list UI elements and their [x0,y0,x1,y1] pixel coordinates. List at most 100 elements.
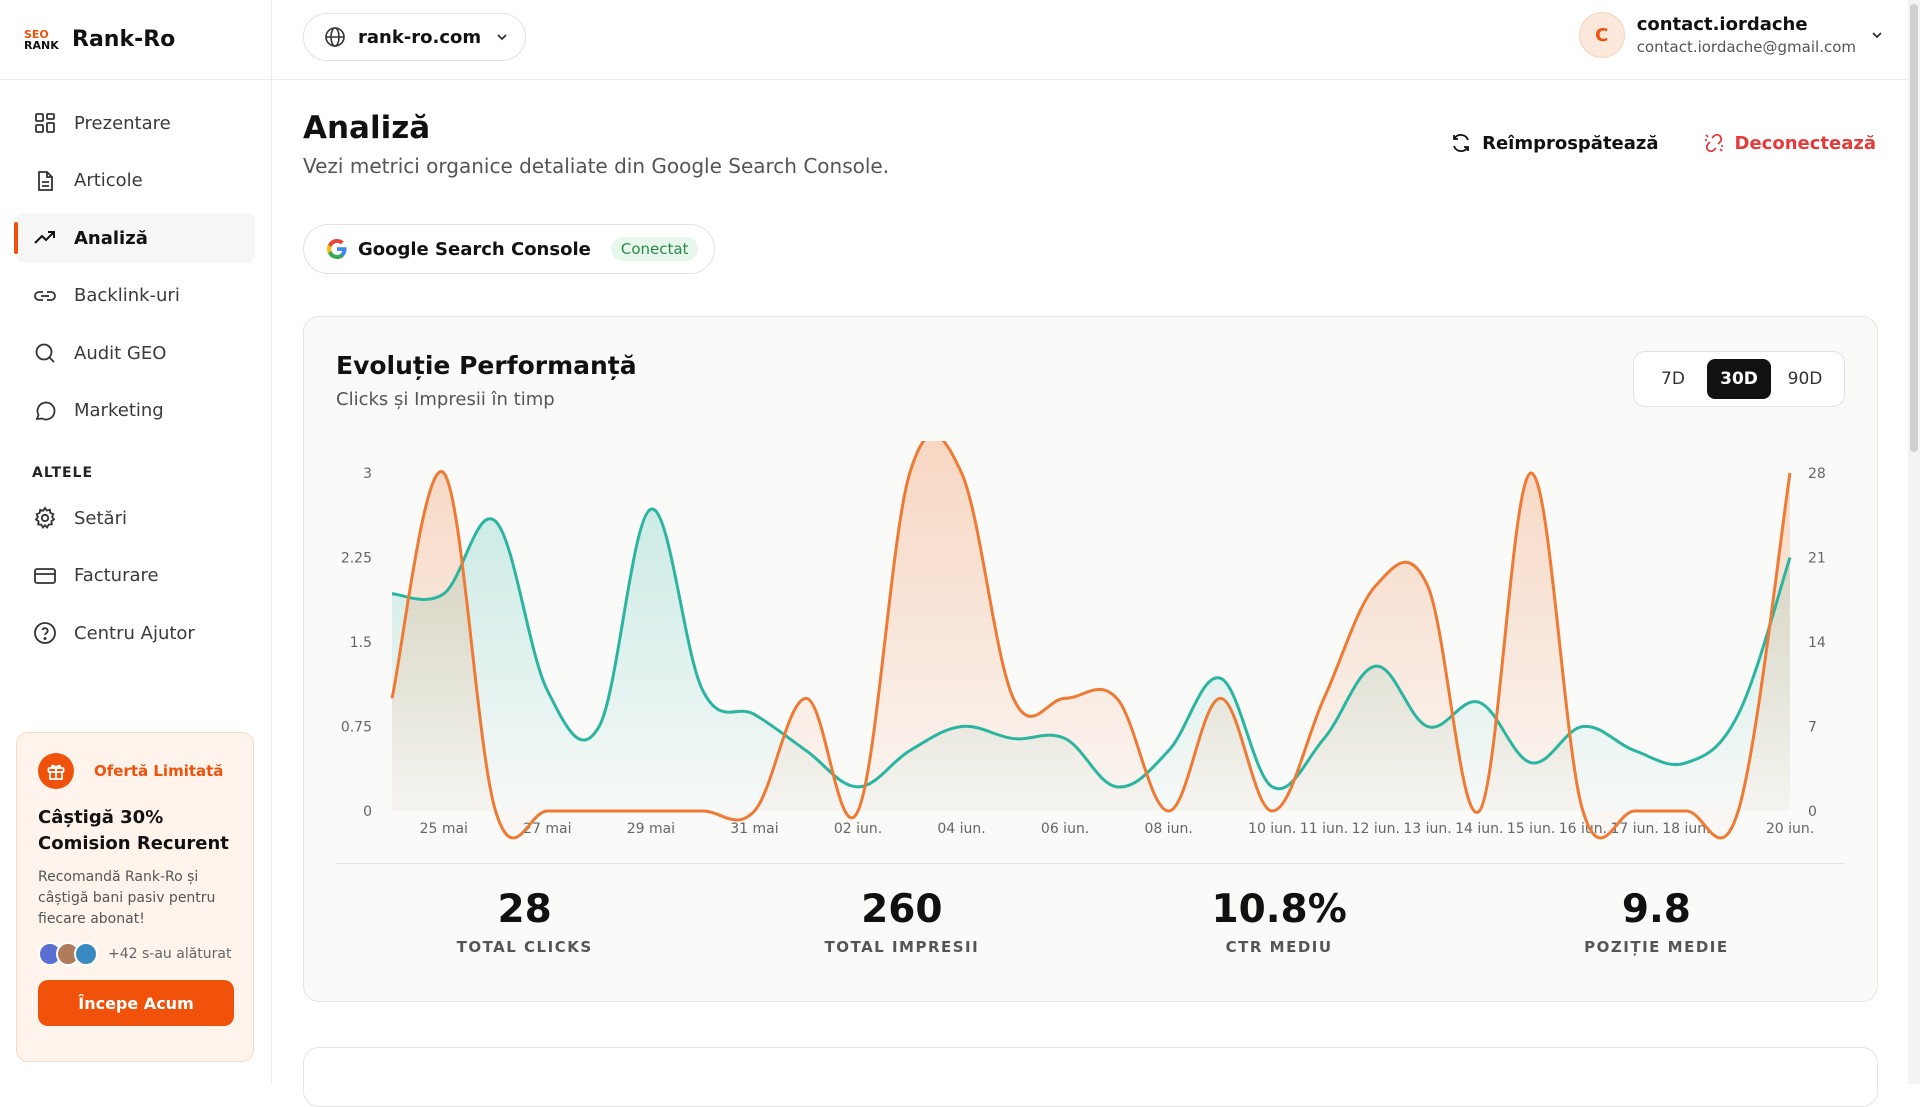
stat-value: 260 [861,887,943,932]
sidebar-item-label: Marketing [74,400,164,421]
stat-label: TOTAL IMPRESII [824,938,980,956]
x-tick-label: 13 iun. [1403,821,1451,837]
x-tick-label: 29 mai [627,821,675,837]
page-actions: Reîmprospătează Deconectează [1450,132,1876,154]
clicks-area [392,441,1790,838]
x-tick-label: 18 iun. [1662,821,1710,837]
disconnect-label: Deconectează [1734,132,1876,154]
stat-total-impressions: 260 TOTAL IMPRESII [713,887,1090,956]
perf-subtitle: Clicks și Impresii în timp [336,389,555,410]
chat-icon [32,398,58,424]
user-name: contact.iordache [1636,14,1808,35]
sidebar-item-label: Analiză [74,227,148,249]
link-icon [32,283,58,309]
sidebar-item-label: Articole [74,170,143,191]
stat-value: 28 [497,887,552,932]
x-tick-label: 08 iun. [1144,821,1192,837]
x-tick-label: 10 iun. [1248,821,1296,837]
google-icon [327,238,347,259]
refresh-icon [1453,134,1469,152]
range-7d-button[interactable]: 7D [1641,359,1705,399]
gear-icon [32,505,58,531]
x-tick-label: 06 iun. [1041,821,1089,837]
stat-label: CTR MEDIU [1225,938,1333,956]
domain-value: rank-ro.com [358,26,482,48]
globe-icon [325,27,345,47]
x-tick-label: 11 iun. [1300,821,1348,837]
sidebar-item-centru-ajutor[interactable]: Centru Ajutor [16,608,255,658]
disconnect-button[interactable]: Deconectează [1703,132,1876,154]
x-tick-label: 31 mai [730,821,778,837]
page-title: Analiză [303,110,431,146]
y-right-tick-label: 21 [1808,551,1826,567]
x-tick-label: 15 iun. [1507,821,1555,837]
status-badge: Conectat [610,237,699,261]
range-30d-button[interactable]: 30D [1707,359,1771,399]
sidebar-item-backlinks[interactable]: Backlink-uri [16,271,255,321]
y-right-tick-label: 7 [1808,720,1817,736]
sidebar-item-label: Audit GEO [74,342,167,364]
sidebar-nav: Prezentare Articole Analiză Backlink-uri… [0,80,271,658]
sidebar-item-label: Setări [74,507,127,529]
page-subtitle: Vezi metrici organice detaliate din Goog… [303,154,890,178]
promo-people: +42 s-au alăturat [38,942,232,966]
main-content: Analiză Vezi metrici organice detaliate … [303,80,1878,1002]
sidebar-item-articole[interactable]: Articole [16,156,255,206]
sidebar: SEO RANK Rank-Ro Prezentare Articole Ana… [0,0,272,1084]
brand[interactable]: SEO RANK Rank-Ro [0,0,271,80]
gsc-name: Google Search Console [358,238,591,260]
sidebar-item-audit-geo[interactable]: Audit GEO [16,328,255,378]
chevron-down-icon [1872,32,1882,39]
sidebar-item-facturare[interactable]: Facturare [16,551,255,601]
stat-total-clicks: 28 TOTAL CLICKS [336,887,713,956]
sidebar-item-prezentare[interactable]: Prezentare [16,98,255,148]
nav-section-label: ALTELE [32,465,94,481]
x-tick-label: 17 iun. [1610,821,1658,837]
y-left-tick-label: 0.75 [341,720,372,736]
stat-value: 9.8 [1621,887,1691,932]
refresh-label: Reîmprospătează [1482,132,1659,154]
y-left-tick-label: 0 [363,804,372,820]
divider [336,863,1845,864]
user-menu[interactable]: C contact.iordache contact.iordache@gmai… [1578,12,1884,58]
promo-tag: Ofertă Limitată [94,762,224,780]
y-left-tick-label: 3 [363,466,372,482]
x-tick-label: 25 mai [420,821,468,837]
start-now-button[interactable]: Începe Acum [38,980,234,1026]
clicks-line [390,441,1792,840]
y-right-tick-label: 0 [1808,804,1817,820]
promo-card: Ofertă Limitată Câștigă 30% Comision Rec… [16,732,254,1062]
document-icon [32,168,58,194]
x-tick-label: 14 iun. [1455,821,1503,837]
performance-chart: 0 0.75 1.5 2.25 3 0 7 14 21 28 25 mai 27 mai 29 ma… [341,441,1826,840]
sidebar-item-label: Prezentare [74,112,171,134]
user-email: contact.iordache@gmail.com [1636,38,1856,56]
avatar: C [1578,12,1625,58]
promo-description: Recomandă Rank-Ro și câștigă bani pasiv … [38,869,216,927]
impressions-line [391,507,1792,791]
chevron-down-icon [497,34,507,41]
search-icon [32,340,58,366]
y-left-tick-label: 2.25 [341,551,372,567]
sidebar-item-marketing[interactable]: Marketing [16,386,255,436]
stat-position: 9.8 POZIȚIE MEDIE [1468,887,1845,956]
sidebar-item-label: Centru Ajutor [74,622,195,644]
x-tick-label: 20 iun. [1766,821,1814,837]
sidebar-item-analiza[interactable]: Analiză [14,213,255,263]
logo-line-seo: SEO [24,27,49,41]
y-right-tick-label: 14 [1808,635,1826,651]
refresh-button[interactable]: Reîmprospătează [1450,132,1659,154]
stat-label: POZIȚIE MEDIE [1584,938,1729,956]
avatar [74,942,98,966]
help-icon [32,620,58,646]
scrollbar-thumb[interactable] [1910,4,1918,452]
x-tick-label: 12 iun. [1352,821,1400,837]
range-90d-button[interactable]: 90D [1773,359,1837,399]
perf-title: Evoluție Performanță [336,351,637,380]
stat-ctr: 10.8% CTR MEDIU [1091,887,1468,956]
trend-icon [32,225,58,251]
domain-select[interactable]: rank-ro.com [303,13,526,61]
sidebar-item-setari[interactable]: Setări [16,493,255,543]
page-scrollbar[interactable] [1908,0,1920,1084]
gsc-connection: Google Search Console Conectat [303,224,715,274]
